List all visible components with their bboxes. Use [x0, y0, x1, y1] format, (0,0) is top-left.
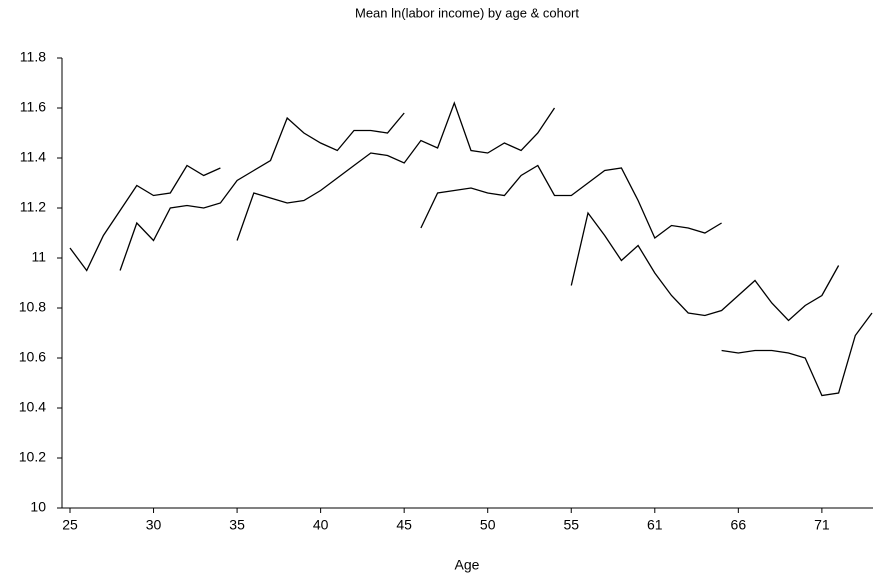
x-tick-label: 71	[814, 517, 830, 533]
y-tick-label: 10	[30, 499, 46, 515]
x-tick-label: 35	[229, 517, 245, 533]
x-tick-label: 61	[647, 517, 663, 533]
y-tick-label: 10.2	[19, 449, 46, 465]
x-tick-label: 40	[313, 517, 329, 533]
y-tick-label: 11.4	[20, 149, 46, 165]
x-tick-label: 45	[396, 517, 412, 533]
x-axis-label: Age	[455, 557, 480, 573]
x-tick-label: 25	[62, 517, 78, 533]
chart-title: Mean ln(labor income) by age & cohort	[355, 5, 579, 20]
series-line	[69, 164, 221, 272]
x-tick-label: 66	[731, 517, 747, 533]
series-line	[721, 312, 873, 397]
x-tick-label: 30	[146, 517, 162, 533]
y-tick-label: 11.8	[20, 49, 46, 65]
series-line	[570, 211, 840, 322]
series-line	[420, 164, 722, 240]
y-tick-label: 10.6	[19, 349, 46, 365]
y-tick-label: 11.2	[20, 199, 46, 215]
y-tick-label: 11	[31, 249, 46, 265]
x-tick-label: 55	[563, 517, 579, 533]
y-tick-label: 10.8	[19, 299, 46, 315]
y-tick-label: 10.4	[19, 399, 46, 415]
series-line	[119, 112, 405, 271]
x-tick-label: 50	[480, 517, 496, 533]
series-line	[236, 101, 556, 241]
y-tick-label: 11.6	[20, 99, 46, 115]
